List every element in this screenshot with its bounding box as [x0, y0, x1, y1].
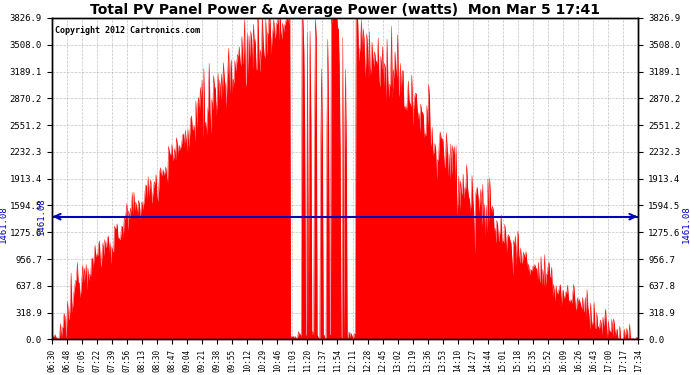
Text: 1461.08: 1461.08	[682, 205, 690, 243]
Text: 1461.08: 1461.08	[0, 205, 8, 243]
Title: Total PV Panel Power & Average Power (watts)  Mon Mar 5 17:41: Total PV Panel Power & Average Power (wa…	[90, 3, 600, 17]
Text: Copyright 2012 Cartronics.com: Copyright 2012 Cartronics.com	[55, 26, 199, 35]
Text: 1461.08: 1461.08	[37, 198, 46, 236]
